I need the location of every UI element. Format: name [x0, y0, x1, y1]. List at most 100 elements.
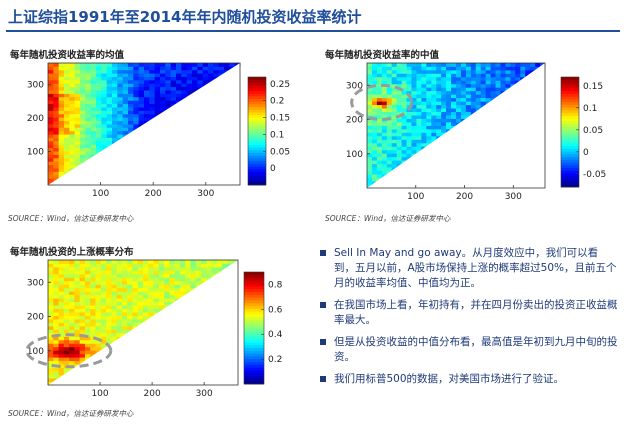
heatmap-cell — [69, 350, 75, 355]
heatmap-cell — [53, 353, 59, 358]
heatmap-cell — [475, 76, 482, 81]
heatmap-cell — [58, 151, 65, 155]
heatmap-cell — [95, 284, 102, 289]
heatmap-cell — [128, 103, 134, 108]
heatmap-cell — [58, 144, 65, 149]
heatmap-cell — [386, 128, 393, 133]
heatmap-cell — [451, 94, 457, 99]
heatmap-cell — [386, 115, 393, 119]
heatmap-cell — [456, 115, 462, 119]
heatmap-cell — [164, 284, 170, 289]
heatmap-cell — [80, 157, 86, 162]
heatmap-cell — [411, 104, 417, 109]
colorbar-segment — [561, 178, 579, 182]
heatmap-cell — [48, 378, 54, 382]
heatmap-cell — [122, 83, 129, 88]
heatmap-cell — [202, 79, 209, 84]
heatmap-cell — [106, 107, 113, 111]
heatmap-cell — [111, 263, 118, 268]
heatmap-cell — [90, 260, 96, 264]
heatmap-cell — [154, 90, 161, 94]
heatmap-cell — [371, 153, 378, 158]
colorbar-segment — [248, 182, 266, 186]
heatmap-cell — [101, 69, 108, 74]
heatmap-cell — [154, 73, 161, 77]
heatmap-cell — [451, 80, 457, 85]
heatmap-cell — [121, 312, 128, 316]
heatmap-cell — [48, 336, 54, 341]
heatmap-cell — [58, 134, 65, 138]
heatmap-cell — [121, 263, 128, 268]
heatmap-cell — [475, 104, 482, 109]
heatmap-cell — [69, 140, 76, 145]
heatmap-cell — [431, 125, 437, 130]
heatmap-cell — [48, 171, 54, 176]
heatmap-cell — [371, 160, 378, 165]
heatmap-cell — [63, 284, 70, 289]
heatmap-cell — [169, 266, 176, 271]
heatmap-cell — [495, 73, 501, 78]
heatmap-cell — [416, 87, 422, 92]
heatmap-cell — [416, 63, 422, 67]
heatmap-cell — [164, 287, 170, 292]
heatmap-cell — [416, 73, 422, 78]
heatmap-cell — [143, 263, 149, 268]
heatmap-cell — [185, 277, 191, 282]
heatmap-cell — [96, 107, 102, 111]
heatmap-cell — [128, 83, 134, 88]
heatmap-cell — [106, 284, 112, 289]
heatmap-cell — [100, 260, 107, 264]
heatmap-cell — [431, 104, 437, 109]
heatmap-cell — [505, 73, 511, 78]
heatmap-cell — [411, 63, 417, 67]
heatmap-cell — [475, 87, 482, 92]
heatmap-cell — [84, 298, 91, 303]
heatmap-cell — [96, 63, 102, 67]
heatmap-cell — [80, 130, 86, 135]
heatmap-cell — [95, 305, 102, 310]
heatmap-cell — [510, 66, 516, 71]
heatmap-cell — [396, 66, 403, 71]
heatmap-cell — [371, 66, 378, 71]
heatmap-cell — [426, 135, 432, 140]
heatmap-cell — [53, 312, 59, 316]
heatmap-cell — [58, 69, 65, 74]
heatmap-cell — [386, 111, 393, 116]
heatmap-cell — [53, 134, 60, 138]
heatmap-cell — [530, 63, 536, 67]
heatmap-cell — [137, 315, 144, 320]
heatmap-cell — [138, 79, 145, 84]
heatmap-cell — [53, 343, 59, 348]
heatmap-cell — [431, 122, 437, 126]
heatmap-cell — [106, 96, 113, 101]
heatmap-cell — [371, 111, 378, 116]
heatmap-cell — [451, 73, 457, 78]
colorbar-tick-label: 0.8 — [268, 280, 283, 290]
heatmap-cell — [367, 149, 373, 154]
heatmap-cell — [411, 108, 417, 113]
heatmap-cell — [58, 137, 65, 142]
heatmap-cell — [470, 76, 477, 81]
heatmap-cell — [367, 69, 373, 74]
heatmap-cell — [69, 144, 76, 149]
heatmap-cell — [431, 132, 437, 137]
heatmap-cell — [79, 301, 86, 306]
heatmap-cell — [79, 339, 86, 344]
heatmap-cell — [80, 69, 86, 74]
heatmap-cell — [431, 115, 437, 119]
heatmap-cell — [165, 93, 172, 98]
heatmap-cell — [197, 83, 204, 88]
heatmap-cell — [416, 90, 422, 95]
heatmap-cell — [64, 103, 70, 108]
heatmap-cell — [401, 115, 407, 119]
heatmap-cell — [84, 287, 91, 292]
heatmap-cell — [181, 86, 188, 91]
heatmap-cell — [376, 132, 383, 137]
heatmap-cell — [58, 154, 65, 159]
heatmap-cell — [421, 73, 427, 78]
heatmap-cell — [441, 90, 447, 95]
heatmap-cell — [396, 156, 403, 161]
heatmap-cell — [500, 69, 506, 74]
heatmap-cell — [149, 100, 156, 105]
colorbar-segment — [248, 85, 266, 89]
